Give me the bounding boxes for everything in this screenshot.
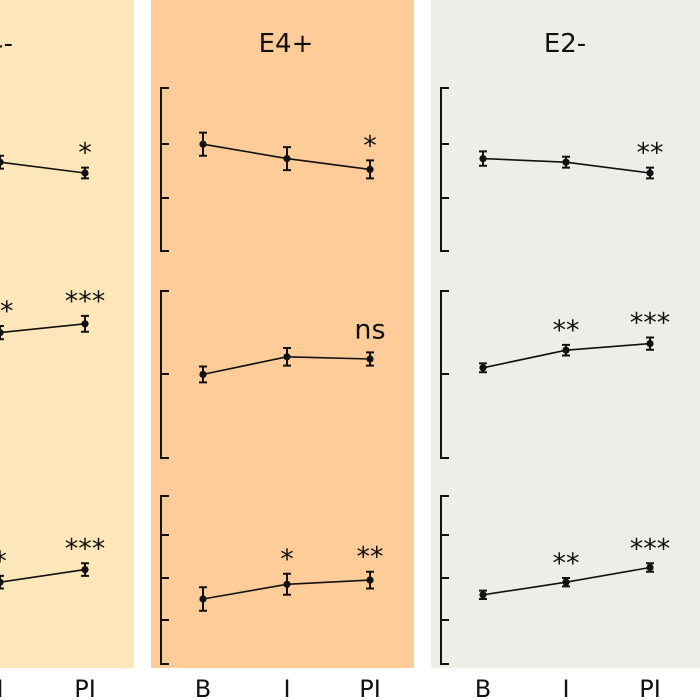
data-point-b xyxy=(479,591,487,599)
column-title: E4+ xyxy=(259,29,314,59)
y-axis xyxy=(440,87,449,252)
significance-label: ns xyxy=(354,314,385,345)
column-title: E2- xyxy=(544,29,586,59)
data-point-i xyxy=(562,158,570,166)
subplot-row-2: ***** xyxy=(0,286,106,341)
panel-background-e4+ xyxy=(151,0,414,668)
data-point-i xyxy=(562,346,570,354)
data-point-pi xyxy=(366,355,374,363)
subplot-row-3: **** xyxy=(0,533,106,590)
data-point-b xyxy=(199,595,207,603)
column-e4-: 4-**********IPI xyxy=(0,29,105,700)
significance-label: * xyxy=(78,138,92,169)
x-tick-label: B xyxy=(475,675,491,700)
significance-label: ** xyxy=(637,138,664,169)
x-tick-label: PI xyxy=(74,675,96,700)
subplot-row-2: ***** xyxy=(440,290,671,459)
series-line xyxy=(0,161,86,174)
significance-label: * xyxy=(363,130,377,161)
data-point-pi xyxy=(646,340,654,348)
data-point-i xyxy=(0,578,4,586)
data-point-i xyxy=(283,155,291,163)
series-line xyxy=(0,323,86,334)
x-tick-label: B xyxy=(195,675,211,700)
data-point-pi xyxy=(366,165,374,173)
data-point-pi xyxy=(81,566,89,574)
error-bar xyxy=(0,154,4,170)
subplot-row-2: ns xyxy=(160,290,386,459)
data-point-b xyxy=(199,140,207,148)
significance-label: *** xyxy=(65,286,106,317)
panel-background-e4- xyxy=(0,0,134,668)
subplot-row-1: ** xyxy=(440,87,664,252)
data-point-i xyxy=(0,158,4,166)
significance-label: *** xyxy=(630,533,671,564)
x-tick-label: PI xyxy=(359,675,381,700)
data-point-i xyxy=(283,353,291,361)
y-axis xyxy=(160,495,169,665)
y-axis xyxy=(160,87,169,252)
significance-label: ** xyxy=(553,548,580,579)
data-point-i xyxy=(562,578,570,586)
data-point-pi xyxy=(366,576,374,584)
significance-label: * xyxy=(0,546,7,577)
panel-background-e2- xyxy=(431,0,700,668)
column-title: 4- xyxy=(0,29,13,59)
data-point-b xyxy=(479,155,487,163)
subplot-row-1: * xyxy=(0,138,92,180)
series-line xyxy=(0,568,86,583)
subplot-row-3: * ** xyxy=(160,495,384,665)
significance-label: ** xyxy=(0,296,14,327)
significance-label: ** xyxy=(553,315,580,346)
column-e2-: E2-**** ***** ***B I PI xyxy=(440,29,671,700)
data-point-pi xyxy=(81,169,89,177)
column-e4+: E4+*ns* **B I PI xyxy=(160,29,386,700)
data-point-pi xyxy=(646,169,654,177)
subplot-row-1: * xyxy=(160,87,377,252)
subplot-row-3: ** *** xyxy=(440,495,671,665)
significance-label: *** xyxy=(65,533,106,564)
data-point-i xyxy=(0,329,4,337)
y-axis xyxy=(440,495,449,665)
x-tick-label: PI xyxy=(639,675,661,700)
x-tick-label: I xyxy=(562,675,569,700)
data-point-b xyxy=(199,370,207,378)
data-point-pi xyxy=(646,563,654,572)
significance-label: * xyxy=(280,544,294,575)
error-bar xyxy=(0,574,4,590)
significance-label: *** xyxy=(630,307,671,338)
data-point-i xyxy=(283,580,291,588)
significance-label: ** xyxy=(357,542,384,573)
x-tick-label: I xyxy=(0,675,4,700)
data-point-pi xyxy=(81,320,89,328)
data-point-b xyxy=(479,364,487,372)
x-tick-label: I xyxy=(283,675,290,700)
error-bar xyxy=(0,325,4,341)
